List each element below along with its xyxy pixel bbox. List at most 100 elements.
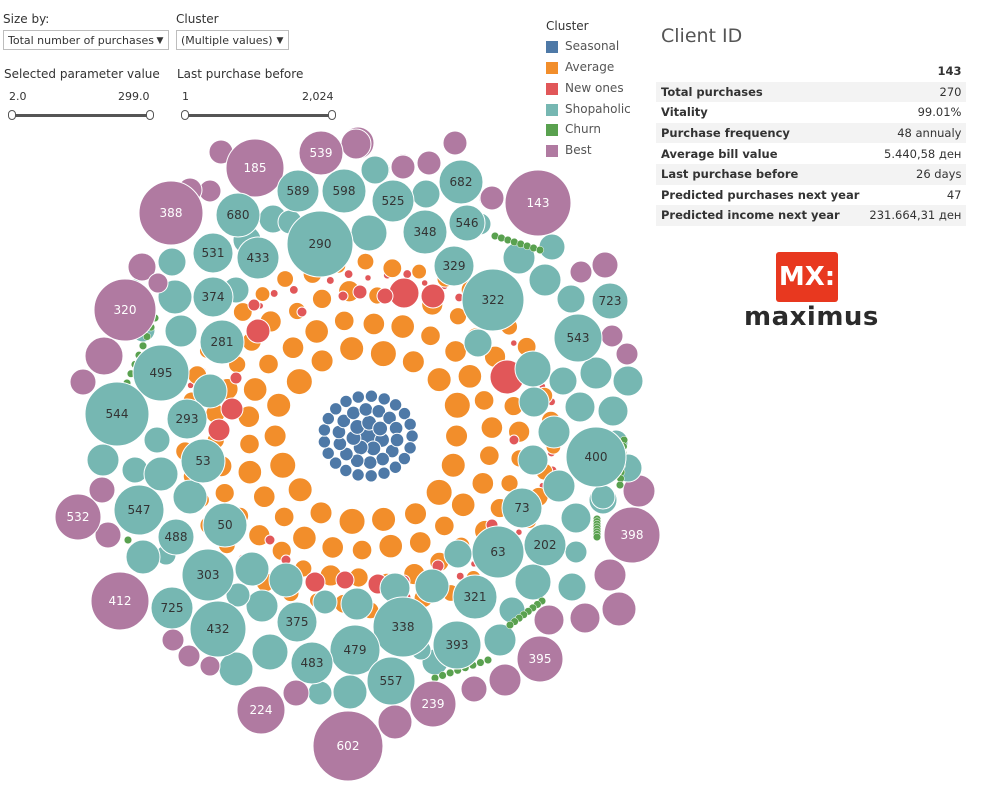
- bubble-average[interactable]: [426, 367, 452, 393]
- bubble-shopaholic[interactable]: [125, 539, 161, 575]
- bubble-new-ones[interactable]: [264, 534, 276, 546]
- bubble-best[interactable]: [88, 476, 116, 504]
- bubble-best[interactable]: [601, 591, 637, 627]
- bubble-average[interactable]: [269, 451, 297, 479]
- last-purchase-slider-min-handle[interactable]: [181, 110, 189, 120]
- bubble-shopaholic[interactable]: [560, 502, 592, 534]
- bubble-best[interactable]: [593, 558, 627, 592]
- bubble-shopaholic[interactable]: [157, 518, 195, 556]
- bubble-new-ones[interactable]: [515, 528, 523, 536]
- bubble-shopaholic[interactable]: [471, 525, 525, 579]
- bubble-best[interactable]: [312, 710, 384, 782]
- bubble-best[interactable]: [516, 635, 564, 683]
- bubble-shopaholic[interactable]: [218, 651, 254, 687]
- bubble-average[interactable]: [304, 319, 329, 344]
- bubble-shopaholic[interactable]: [518, 386, 550, 418]
- bubble-seasonal[interactable]: [397, 451, 412, 466]
- param-slider-max-handle[interactable]: [146, 110, 154, 120]
- bubble-average[interactable]: [411, 263, 428, 280]
- bubble-average[interactable]: [457, 364, 483, 389]
- bubble-average[interactable]: [254, 286, 271, 302]
- bubble-average[interactable]: [369, 340, 397, 368]
- bubble-shopaholic[interactable]: [150, 586, 194, 630]
- bubble-average[interactable]: [425, 478, 453, 506]
- last-purchase-slider-max-handle[interactable]: [328, 110, 336, 120]
- bubble-average[interactable]: [440, 452, 466, 478]
- bubble-shopaholic[interactable]: [461, 268, 525, 332]
- bubble-average[interactable]: [252, 485, 276, 509]
- bubble-shopaholic[interactable]: [245, 589, 279, 623]
- bubble-best[interactable]: [569, 602, 601, 634]
- bubble-seasonal[interactable]: [317, 423, 332, 437]
- bubble-shopaholic[interactable]: [514, 350, 552, 388]
- bubble-shopaholic[interactable]: [143, 456, 179, 492]
- bubble-average[interactable]: [263, 424, 287, 448]
- bubble-average[interactable]: [281, 336, 305, 359]
- bubble-shopaholic[interactable]: [556, 284, 586, 314]
- bubble-new-ones[interactable]: [364, 274, 372, 282]
- bubble-best[interactable]: [390, 154, 416, 180]
- bubble-average[interactable]: [480, 416, 504, 439]
- bubble-seasonal[interactable]: [375, 451, 390, 467]
- bubble-seasonal[interactable]: [382, 410, 397, 426]
- bubble-shopaholic[interactable]: [528, 263, 562, 297]
- bubble-shopaholic[interactable]: [402, 209, 448, 255]
- bubble-shopaholic[interactable]: [517, 444, 549, 476]
- bubble-shopaholic[interactable]: [597, 395, 629, 427]
- bubble-seasonal[interactable]: [377, 466, 391, 480]
- bubble-best[interactable]: [236, 685, 286, 735]
- bubble-new-ones[interactable]: [420, 283, 446, 309]
- bubble-new-ones[interactable]: [247, 298, 261, 312]
- bubble-best[interactable]: [479, 185, 505, 211]
- bubble-shopaholic[interactable]: [290, 641, 334, 685]
- bubble-average[interactable]: [242, 377, 268, 402]
- bubble-shopaholic[interactable]: [276, 169, 320, 213]
- bubble-seasonal[interactable]: [364, 469, 378, 483]
- bubble-average[interactable]: [266, 392, 292, 418]
- bubble-shopaholic[interactable]: [553, 313, 603, 363]
- bubble-seasonal[interactable]: [403, 417, 417, 432]
- bubble-seasonal[interactable]: [321, 411, 336, 426]
- param-slider-track[interactable]: [12, 114, 152, 117]
- bubble-new-ones[interactable]: [220, 397, 244, 421]
- bubble-average[interactable]: [371, 506, 397, 532]
- bubble-average[interactable]: [232, 302, 253, 322]
- size-by-dropdown[interactable]: Total number of purchases ▼: [3, 30, 169, 50]
- bubble-shopaholic[interactable]: [332, 674, 368, 710]
- bubble-best[interactable]: [177, 644, 201, 668]
- bubble-shopaholic[interactable]: [157, 247, 187, 277]
- bubble-shopaholic[interactable]: [192, 232, 234, 274]
- bubble-new-ones[interactable]: [326, 276, 335, 285]
- bubble-average[interactable]: [471, 472, 495, 495]
- bubble-shopaholic[interactable]: [199, 319, 245, 365]
- bubble-best[interactable]: [442, 130, 468, 156]
- bubble-shopaholic[interactable]: [371, 179, 415, 223]
- bubble-churn[interactable]: [123, 535, 133, 545]
- bubble-average[interactable]: [450, 492, 476, 518]
- bubble-shopaholic[interactable]: [340, 587, 374, 621]
- bubble-best[interactable]: [460, 675, 488, 703]
- bubble-shopaholic[interactable]: [86, 443, 120, 477]
- bubble-average[interactable]: [434, 515, 455, 537]
- bubble-shopaholic[interactable]: [164, 314, 198, 348]
- bubble-new-ones[interactable]: [207, 418, 231, 442]
- bubble-average[interactable]: [258, 353, 279, 375]
- bubble-average[interactable]: [287, 477, 313, 503]
- bubble-average[interactable]: [285, 368, 313, 396]
- bubble-churn[interactable]: [476, 658, 485, 667]
- bubble-seasonal[interactable]: [339, 446, 354, 462]
- bubble-shopaholic[interactable]: [251, 633, 289, 671]
- bubble-shopaholic[interactable]: [548, 366, 578, 396]
- bubble-average[interactable]: [401, 350, 425, 374]
- bubble-shopaholic[interactable]: [483, 623, 517, 657]
- bubble-shopaholic[interactable]: [591, 282, 629, 320]
- bubble-best[interactable]: [409, 680, 457, 728]
- bubble-new-ones[interactable]: [510, 339, 518, 347]
- bubble-shopaholic[interactable]: [286, 210, 354, 278]
- bubble-average[interactable]: [237, 459, 263, 485]
- bubble-seasonal[interactable]: [371, 403, 387, 419]
- bubble-average[interactable]: [445, 424, 469, 448]
- bubble-new-ones[interactable]: [337, 290, 349, 302]
- bubble-average[interactable]: [473, 390, 495, 411]
- bubble-shopaholic[interactable]: [225, 582, 251, 608]
